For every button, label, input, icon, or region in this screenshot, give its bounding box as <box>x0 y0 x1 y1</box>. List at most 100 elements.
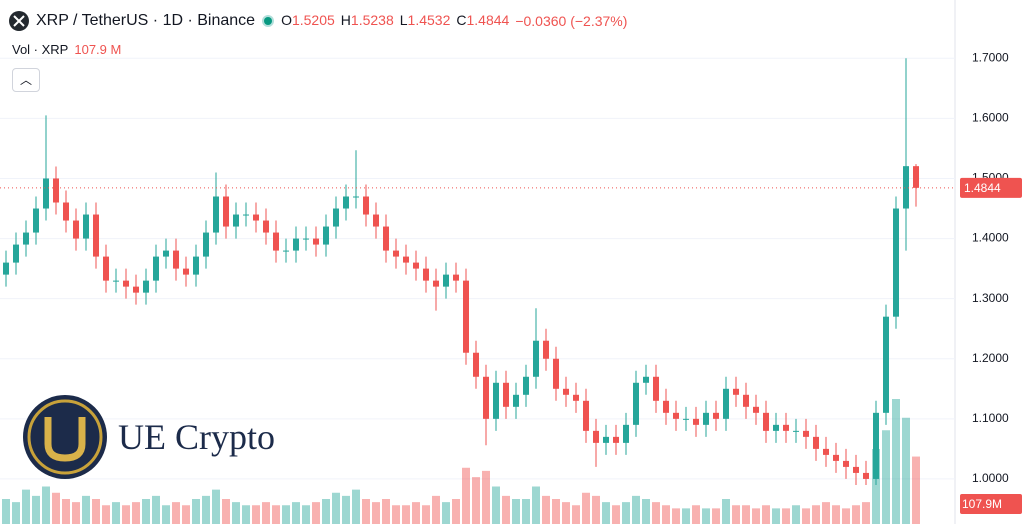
candle-body <box>723 388 729 419</box>
candle-body <box>683 418 689 420</box>
candle-body <box>623 424 629 443</box>
symbol-icon <box>9 11 29 31</box>
volume-bar <box>402 505 410 524</box>
candle-body <box>63 202 69 221</box>
candle-body <box>773 424 779 431</box>
candle-body <box>483 376 489 419</box>
candle-body <box>873 412 879 479</box>
volume-bar <box>362 499 370 524</box>
volume-bar <box>582 492 590 524</box>
volume-bar <box>162 505 170 524</box>
volume-bar <box>32 495 40 524</box>
volume-bar <box>112 502 120 524</box>
candle-body <box>83 214 89 239</box>
volume-value: 107.9 M <box>74 42 122 57</box>
candle-body <box>463 280 469 353</box>
y-tick-label: 1.7000 <box>972 50 1009 64</box>
candle-body <box>23 232 29 245</box>
volume-bar <box>272 505 280 524</box>
candle-body <box>613 436 619 443</box>
volume-bar <box>492 486 500 524</box>
last-price-tag <box>960 177 1022 198</box>
candle-body <box>303 238 309 240</box>
candle-body <box>753 406 759 413</box>
candle-body <box>103 256 109 281</box>
volume-bar <box>22 489 30 524</box>
candle-body <box>573 394 579 401</box>
candle-body <box>793 430 799 432</box>
candle-body <box>673 412 679 419</box>
symbol[interactable]: XRP / TetherUS · 1D · Binance <box>36 12 256 29</box>
volume-bar <box>262 502 270 524</box>
y-tick-label: 1.2000 <box>972 351 1009 365</box>
volume-bar <box>702 508 710 524</box>
volume-bar <box>572 505 580 524</box>
volume-bar <box>722 499 730 524</box>
watermark: UE Crypto <box>20 392 275 482</box>
volume-bar <box>662 505 670 524</box>
candle-body <box>183 268 189 275</box>
volume-bar <box>172 502 180 524</box>
candle-body <box>253 214 259 221</box>
candle-body <box>423 268 429 281</box>
y-tick-label: 1.4000 <box>972 231 1009 245</box>
volume-bar <box>292 502 300 524</box>
volume-bar <box>352 489 360 524</box>
candle-body <box>203 232 209 257</box>
c-value: 1.4844 <box>466 12 510 28</box>
candle-body <box>473 352 479 377</box>
candle-body <box>493 382 499 419</box>
volume-bar <box>812 505 820 524</box>
candle-body <box>503 382 509 407</box>
volume-bar <box>892 399 900 524</box>
candle-body <box>443 274 449 287</box>
volume-bar <box>692 505 700 524</box>
volume-bar <box>322 499 330 524</box>
volume-bar <box>652 502 660 524</box>
h-value: 1.5238 <box>350 12 394 28</box>
volume-bar <box>52 492 60 524</box>
volume-bar <box>342 495 350 524</box>
volume-bar <box>682 508 690 524</box>
candle-body <box>133 286 139 293</box>
volume-bar <box>142 499 150 524</box>
volume-bar <box>242 505 250 524</box>
volume-bar <box>612 505 620 524</box>
candle-body <box>363 196 369 215</box>
status-dot <box>262 15 275 27</box>
volume-legend: Vol · XRP 107.9 M <box>12 42 121 57</box>
volume-bar <box>532 486 540 524</box>
volume-bar <box>712 508 720 524</box>
watermark-logo <box>23 395 107 479</box>
candle-body <box>353 196 359 198</box>
volume-bar <box>672 508 680 524</box>
volume-bar <box>522 499 530 524</box>
volume-bar <box>72 502 80 524</box>
candle-body <box>383 226 389 251</box>
legend-header: XRP / TetherUS · 1D · Binance O1.5205 H1… <box>8 10 627 32</box>
volume-bar <box>562 502 570 524</box>
volume-bar <box>592 495 600 524</box>
volume-bar <box>222 499 230 524</box>
candle-body <box>523 376 529 395</box>
volume-bar <box>432 495 440 524</box>
collapse-button[interactable]: ︿ <box>12 68 40 92</box>
volume-bar <box>602 502 610 524</box>
candle-body <box>883 316 889 413</box>
candle-body <box>563 388 569 395</box>
volume-bar <box>232 502 240 524</box>
volume-bar <box>842 508 850 524</box>
volume-bar <box>512 499 520 524</box>
volume-bar <box>832 505 840 524</box>
volume-bar <box>252 505 260 524</box>
volume-bar <box>482 470 490 524</box>
volume-tag-label: 107.9M <box>962 497 1002 511</box>
candle-body <box>113 280 119 282</box>
volume-bar <box>792 505 800 524</box>
volume-bar <box>552 499 560 524</box>
volume-bar <box>442 502 450 524</box>
volume-bar <box>312 502 320 524</box>
candle-body <box>343 196 349 209</box>
candle-body <box>273 232 279 251</box>
